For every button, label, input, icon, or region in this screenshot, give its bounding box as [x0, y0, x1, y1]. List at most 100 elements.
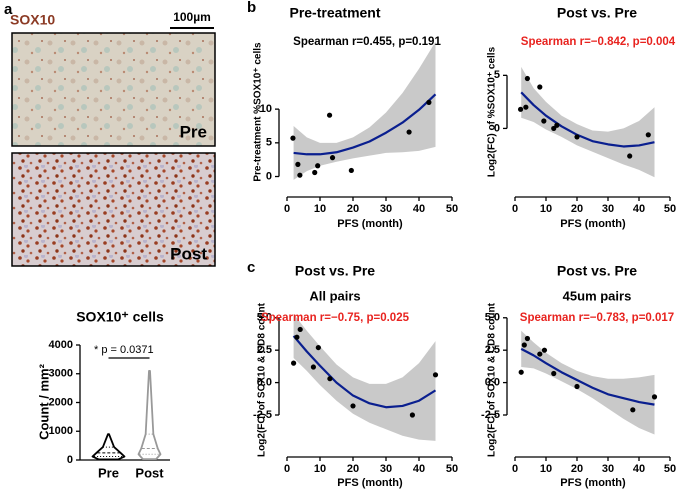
x-tick-label: 20 [347, 203, 359, 215]
y-tick-label: 2000 [49, 396, 73, 408]
y-tick-label: 1000 [49, 425, 73, 437]
x-axis-label: PFS (month) [560, 218, 626, 230]
panel-label: c [247, 259, 255, 276]
x-tick-label: 40 [413, 463, 425, 475]
annotation: Spearman r=−0.783, p=0.017 [520, 312, 674, 324]
fit-line [292, 335, 437, 409]
data-point [523, 104, 529, 110]
data-point [574, 134, 580, 140]
histology-image [11, 32, 216, 147]
x-tick-label: Post [135, 465, 164, 480]
y-tick-label: 5 [494, 69, 500, 81]
stain-label: SOX10 [10, 12, 55, 28]
x-tick-label: 10 [540, 203, 552, 215]
y-tick-label: 0.0 [485, 376, 500, 388]
data-point [627, 153, 633, 159]
data-point [291, 360, 297, 366]
y-tick-label: -2.5 [253, 409, 272, 421]
fit-line [293, 93, 437, 156]
y-axis-label: Log2(FC) of %SOX10⁺ cells [487, 46, 498, 177]
x-tick-label: 0 [284, 463, 290, 475]
y-axis-label: Log2(FC) of SOX10 & CD8 count [257, 302, 268, 457]
scale-bar-label: 100µm [173, 10, 211, 24]
data-point [541, 347, 548, 353]
x-axis-label: PFS (month) [337, 218, 403, 230]
data-point [326, 112, 333, 118]
data-point [297, 172, 303, 178]
data-point [630, 407, 636, 413]
x-tick-label: 20 [571, 203, 583, 215]
x-tick-label: 0 [512, 203, 518, 215]
y-tick-label: 0.0 [257, 376, 272, 388]
x-tick-label: 50 [664, 203, 676, 215]
x-axis-label: PFS (month) [337, 477, 403, 489]
y-tick-label: 5 [266, 137, 272, 149]
fit-line [520, 347, 655, 406]
annotation: Spearman r=−0.842, p=0.004 [521, 36, 676, 48]
y-axis-label: Log2(FC) of SOX10 & CD8 count [487, 302, 498, 457]
confidence-band [521, 330, 655, 435]
data-point [551, 125, 557, 132]
x-tick-label: 10 [314, 203, 326, 215]
annotation: * p = 0.0371 [94, 344, 154, 356]
fit-line [520, 91, 655, 148]
data-point [327, 376, 333, 382]
x-tick-label: 10 [314, 463, 326, 475]
x-tick-label: 40 [633, 463, 645, 475]
histology-image [11, 152, 216, 267]
chart-title: Post vs. Pre [557, 5, 637, 21]
x-tick-label: 30 [602, 463, 614, 475]
violin [137, 369, 162, 461]
data-point [521, 342, 527, 348]
data-point [517, 106, 524, 112]
data-point [645, 132, 651, 138]
data-point [651, 394, 658, 400]
x-tick-label: 0 [284, 203, 290, 215]
chart-title: Post vs. Pre [295, 263, 375, 279]
data-point [574, 383, 580, 390]
data-point [524, 335, 531, 342]
data-point [315, 163, 321, 169]
data-point [290, 135, 296, 141]
y-tick-label: 4000 [49, 339, 73, 351]
data-point [426, 99, 432, 105]
y-tick-label: 0 [67, 454, 73, 466]
image-label: Post [170, 244, 207, 263]
x-tick-label: Pre [98, 465, 119, 480]
data-point [554, 122, 560, 128]
data-point [551, 370, 557, 377]
data-point [537, 351, 543, 357]
y-tick-label: 3000 [49, 368, 73, 380]
data-point [315, 344, 321, 351]
data-point [518, 369, 524, 375]
data-point [312, 169, 318, 176]
x-axis-label: PFS (month) [560, 477, 626, 489]
data-point [348, 167, 354, 174]
y-tick-label: 2.5 [485, 344, 500, 356]
x-tick-label: 40 [413, 203, 425, 215]
y-tick-label: 5.0 [257, 312, 272, 324]
violin [91, 433, 126, 461]
y-tick-label: 5.0 [485, 312, 500, 324]
y-tick-label: 2.5 [257, 344, 272, 356]
chart-subtitle: All pairs [309, 288, 360, 303]
image-label: Pre [180, 122, 207, 141]
x-tick-label: 30 [602, 203, 614, 215]
data-point [409, 412, 415, 418]
x-tick-label: 50 [446, 203, 458, 215]
data-point [350, 403, 356, 409]
confidence-band [521, 66, 655, 178]
x-tick-label: 50 [446, 463, 458, 475]
confidence-band [293, 313, 436, 441]
y-tick-label: 0 [494, 122, 500, 134]
panel-label: b [247, 0, 256, 16]
panel-label: a [4, 1, 13, 18]
annotation: Spearman r=−0.75, p=0.025 [261, 312, 410, 324]
chart-title: Pre-treatment [289, 5, 380, 21]
x-tick-label: 40 [633, 203, 645, 215]
annotation: Spearman r=0.455, p=0.191 [293, 36, 441, 48]
x-tick-label: 20 [347, 463, 359, 475]
data-point [537, 84, 543, 90]
data-point [524, 75, 531, 82]
